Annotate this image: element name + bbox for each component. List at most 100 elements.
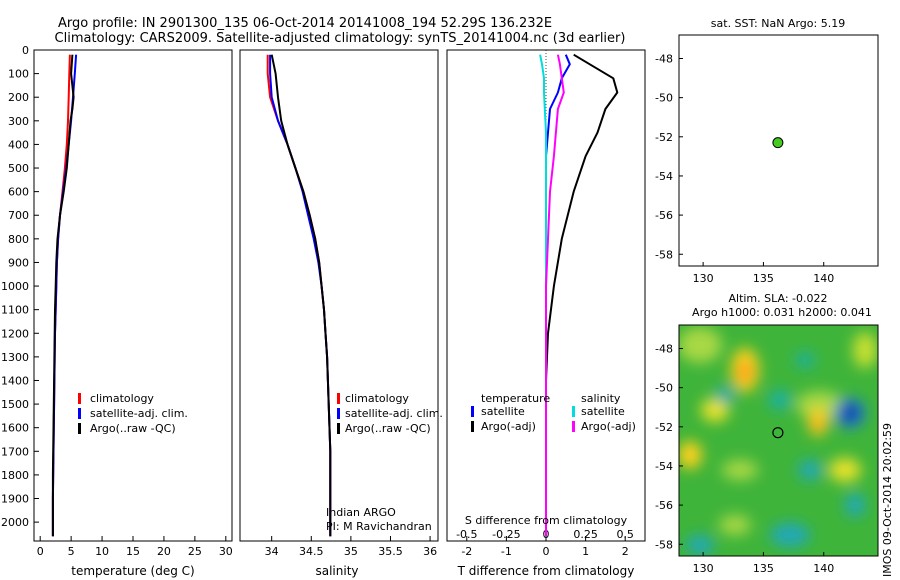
x-tick-label: 25 <box>188 545 202 558</box>
x-tick-label: -2 <box>461 545 472 558</box>
salinity-series <box>266 54 332 537</box>
y-tick-label: 200 <box>8 91 29 104</box>
map-x-tick-label: 135 <box>753 562 774 575</box>
legend-label-argo: Argo(..raw -QC) <box>90 422 176 435</box>
legend-swatch-s-argo <box>572 421 575 432</box>
temperature-axes-frame <box>33 49 233 542</box>
annotation-project: Indian ARGO <box>326 506 396 519</box>
y-tick-label: 1400 <box>1 374 29 387</box>
salinity-x-label: salinity <box>315 564 358 578</box>
y-tick-label: 2000 <box>1 516 29 529</box>
y-tick-label: 900 <box>8 256 29 269</box>
sla-title-line2: Argo h1000: 0.031 h2000: 0.041 <box>692 306 872 319</box>
legend-swatch-climatology <box>337 393 340 404</box>
s-tick-label: 0.25 <box>573 528 598 541</box>
x-tick-label: 35 <box>344 545 358 558</box>
map-y-tick-label: -52 <box>655 421 673 434</box>
y-tick-label: 1800 <box>1 469 29 482</box>
legend-swatch-s-satellite <box>572 406 575 417</box>
temperature-x-label: temperature (deg C) <box>71 564 194 578</box>
temperature-series <box>51 54 78 537</box>
x-tick-label: 30 <box>219 545 233 558</box>
map-x-tick-label: 135 <box>753 272 774 285</box>
t-difference-label: T difference from climatology <box>457 564 635 578</box>
sla-map-frame <box>678 324 879 557</box>
salinity-legend: climatology satellite-adj. clim. Argo(..… <box>337 392 443 435</box>
difference-series <box>539 53 619 537</box>
imos-timestamp: IMOS 09-Oct-2014 20:02:59 <box>881 423 894 577</box>
depth-axis: 0 100 200 300 400 500 600 700 800 900 1000 1100 1200… <box>1 44 39 529</box>
s-tick-label: -0.25 <box>492 528 520 541</box>
y-tick-label: 800 <box>8 233 29 246</box>
legend-label-s-satellite: satellite <box>581 405 625 418</box>
map-x-tick-label: 140 <box>813 562 834 575</box>
map-y-tick-label: -50 <box>655 92 673 105</box>
x-tick-label: 35.5 <box>378 545 403 558</box>
x-tick-label: 2 <box>622 545 629 558</box>
legend-swatch-satellite <box>337 408 340 419</box>
x-tick-label: 34 <box>265 545 279 558</box>
map-y-tick-label: -56 <box>655 209 673 222</box>
x-tick-label: -1 <box>501 545 512 558</box>
x-tick-label: 5 <box>68 545 75 558</box>
sst-map-title: sat. SST: NaN Argo: 5.19 <box>711 17 845 30</box>
map-y-tick-label: -48 <box>655 52 673 65</box>
y-tick-label: 1700 <box>1 445 29 458</box>
y-tick-label: 1000 <box>1 280 29 293</box>
legend-label-t-argo: Argo(-adj) <box>481 420 536 433</box>
legend-label-climatology: climatology <box>345 392 409 405</box>
map-y-tick-label: -54 <box>655 170 673 183</box>
x-tick-label: 20 <box>157 545 171 558</box>
y-tick-label: 700 <box>8 209 29 222</box>
x-tick-label: 15 <box>126 545 140 558</box>
salinity-x-axis: 34 34.5 35 35.5 36 <box>265 536 437 558</box>
s-difference-label: S difference from climatology <box>465 514 628 527</box>
map-x-tick-label: 130 <box>693 272 714 285</box>
x-tick-label: 0 <box>37 545 44 558</box>
sst-map-panel: sat. SST: NaN Argo: 5.19 130 135 140 -48 -50… <box>655 17 879 285</box>
map-x-tick-label: 130 <box>693 562 714 575</box>
legend-swatch-t-satellite <box>471 406 474 417</box>
map-y-tick-label: -58 <box>655 538 673 551</box>
legend-label-s-argo: Argo(-adj) <box>581 420 636 433</box>
legend-label-t-satellite: satellite <box>481 405 525 418</box>
map-y-tick-label: -54 <box>655 460 673 473</box>
y-tick-label: 300 <box>8 115 29 128</box>
x-tick-label: 34.5 <box>299 545 324 558</box>
x-tick-label: 1 <box>582 545 589 558</box>
y-tick-label: 600 <box>8 186 29 199</box>
header-line1: Argo profile: IN 2901300_135 06-Oct-2014… <box>58 16 552 31</box>
sst-map-axes: 130 135 140 -48 -50 -52 -54 -56 -58 <box>655 52 834 285</box>
y-tick-label: 500 <box>8 162 29 175</box>
y-tick-label: 1300 <box>1 351 29 364</box>
header-line2: Climatology: CARS2009. Satellite-adjuste… <box>55 31 626 46</box>
map-y-tick-label: -56 <box>655 499 673 512</box>
series-line-2 <box>51 54 75 537</box>
sla-title-line1: Altim. SLA: -0.022 <box>728 292 827 305</box>
map-y-tick-label: -58 <box>655 248 673 261</box>
y-tick-label: 400 <box>8 138 29 151</box>
y-tick-label: 100 <box>8 68 29 81</box>
map-y-tick-label: -52 <box>655 131 673 144</box>
legend-swatch-satellite <box>78 408 81 419</box>
x-tick-label: 36 <box>423 545 437 558</box>
legend-header-temperature: temperature <box>481 392 550 405</box>
map-y-tick-label: -50 <box>655 382 673 395</box>
sla-map-panel: Altim. SLA: -0.022 Argo h1000: 0.031 h20… <box>655 292 879 575</box>
difference-legend: temperature satellite Argo(-adj) salinit… <box>471 392 636 433</box>
x-tick-label: 10 <box>95 545 109 558</box>
y-tick-label: 1200 <box>1 327 29 340</box>
legend-swatch-climatology <box>78 393 81 404</box>
argo-position-marker <box>772 137 784 149</box>
y-tick-label: 1100 <box>1 304 29 317</box>
sla-map-axes: 130 135 140 -48 -50 -52 -54 -56 -58 <box>655 342 834 575</box>
legend-label-climatology: climatology <box>90 392 154 405</box>
legend-label-satellite: satellite-adj. clim. <box>90 407 188 420</box>
y-tick-label: 1500 <box>1 398 29 411</box>
legend-swatch-t-argo <box>471 421 474 432</box>
y-tick-label: 1900 <box>1 493 29 506</box>
map-y-tick-label: -48 <box>655 342 673 355</box>
temperature-legend: climatology satellite-adj. clim. Argo(..… <box>78 392 188 435</box>
